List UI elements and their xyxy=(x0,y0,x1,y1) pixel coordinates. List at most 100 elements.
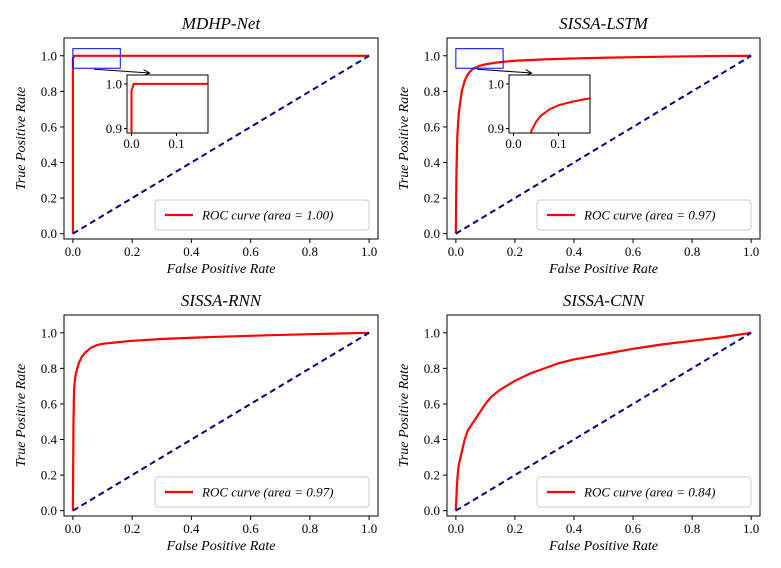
inset-y-tick-label: 1.0 xyxy=(488,76,504,91)
chance-line xyxy=(455,331,752,512)
legend-box xyxy=(154,476,370,508)
plot-frame xyxy=(63,37,379,240)
x-tick-label: 0.8 xyxy=(684,244,700,259)
y-tick-label: 0.8 xyxy=(41,84,57,99)
x-tick-label: 0.4 xyxy=(183,244,200,259)
x-axis-label: False Positive Rate xyxy=(548,262,658,277)
inset-zoom: 0.0 0.1 0.9 1.0 xyxy=(72,48,209,151)
inset-x-tick-label: 0.0 xyxy=(123,136,139,151)
x-tick-label: 0.0 xyxy=(65,521,81,536)
chart-panel-4: SISSA-CNN 0.0 0.2 0.4 0.6 0.8 1.0 0.0 0.2 0.4 0.6 0… xyxy=(397,291,761,554)
inset-y-tick-label: 0.9 xyxy=(488,121,504,136)
zoom-region-box xyxy=(72,48,121,69)
y-tick-label: 0.8 xyxy=(424,84,440,99)
x-tick-label: 0.6 xyxy=(242,521,259,536)
plot-frame xyxy=(63,314,379,517)
y-tick-label: 0.4 xyxy=(41,155,58,170)
y-tick-label: 0.8 xyxy=(41,361,57,376)
x-tick-label: 0.2 xyxy=(507,521,523,536)
inset-background xyxy=(509,75,590,133)
legend-label: ROC curve (area = 0.97) xyxy=(201,485,333,500)
legend: ROC curve (area = 0.97) xyxy=(154,476,370,508)
x-tick-label: 0.4 xyxy=(566,244,583,259)
x-axis-label: False Positive Rate xyxy=(548,539,658,554)
inset-y-tick-label: 0.9 xyxy=(106,121,122,136)
legend-box xyxy=(536,199,752,231)
x-tick-label: 0.4 xyxy=(566,521,583,536)
x-tick-label: 0.0 xyxy=(448,521,464,536)
x-tick-label: 0.6 xyxy=(625,521,642,536)
plot-frame xyxy=(446,314,761,517)
y-tick-label: 0.8 xyxy=(424,361,440,376)
chart-panel-1: MDHP-Net 0.0 0.2 0.4 0.6 0.8 1.0 0.0 0.2 0.4 0.6 0.… xyxy=(14,14,379,277)
roc-curve-line xyxy=(71,331,370,511)
y-axis-label: True Positive Rate xyxy=(397,364,412,467)
y-tick-label: 0.6 xyxy=(424,119,441,134)
x-tick-label: 1.0 xyxy=(361,521,377,536)
x-tick-label: 0.8 xyxy=(684,521,700,536)
y-tick-label: 1.0 xyxy=(424,48,440,63)
y-axis-label: True Positive Rate xyxy=(397,87,412,190)
x-tick-label: 0.8 xyxy=(302,521,318,536)
x-tick-label: 0.0 xyxy=(65,244,81,259)
legend: ROC curve (area = 1.00) xyxy=(154,199,370,231)
inset-zoom: 0.0 0.1 0.9 1.0 xyxy=(455,48,591,151)
inset-x-tick-label: 0.0 xyxy=(505,136,521,151)
x-tick-label: 1.0 xyxy=(361,244,377,259)
inset-roc-curve-line xyxy=(130,82,208,133)
chart-title: SISSA-RNN xyxy=(181,291,263,310)
zoom-region-box xyxy=(455,48,504,69)
y-tick-label: 0.2 xyxy=(41,191,57,206)
y-tick-label: 0.2 xyxy=(424,191,440,206)
roc-curve-line xyxy=(454,54,752,234)
legend: ROC curve (area = 0.97) xyxy=(536,199,752,231)
y-tick-label: 0.6 xyxy=(424,396,441,411)
y-tick-label: 0.0 xyxy=(41,226,57,241)
chart-title: SISSA-CNN xyxy=(563,291,646,310)
y-tick-label: 0.2 xyxy=(424,468,440,483)
chart-title: SISSA-LSTM xyxy=(559,14,649,33)
y-tick-label: 1.0 xyxy=(41,48,57,63)
x-tick-label: 0.2 xyxy=(124,244,140,259)
inset-roc-curve-line xyxy=(529,97,590,133)
legend: ROC curve (area = 0.84) xyxy=(536,476,752,508)
y-tick-label: 0.4 xyxy=(424,155,441,170)
inset-y-tick-label: 1.0 xyxy=(106,76,122,91)
chart-panel-2: SISSA-LSTM 0.0 0.2 0.4 0.6 0.8 1.0 0.0 0.2 0.4 0.6… xyxy=(397,14,761,277)
x-tick-label: 0.0 xyxy=(448,244,464,259)
y-tick-label: 0.6 xyxy=(41,396,58,411)
legend-box xyxy=(154,199,370,231)
inset-x-tick-label: 0.1 xyxy=(168,136,184,151)
inset-frame xyxy=(126,74,209,134)
y-axis-label: True Positive Rate xyxy=(14,87,29,190)
chance-line xyxy=(72,54,370,235)
y-tick-label: 0.0 xyxy=(424,503,440,518)
y-tick-label: 0.6 xyxy=(41,119,58,134)
x-tick-label: 1.0 xyxy=(743,521,759,536)
chance-line xyxy=(455,54,752,235)
x-tick-label: 0.2 xyxy=(124,521,140,536)
chance-line xyxy=(72,331,370,512)
legend-label: ROC curve (area = 0.97) xyxy=(583,208,715,223)
x-tick-label: 0.2 xyxy=(507,244,523,259)
x-tick-label: 0.6 xyxy=(242,244,259,259)
y-tick-label: 0.2 xyxy=(41,468,57,483)
legend-label: ROC curve (area = 1.00) xyxy=(201,208,333,223)
plot-frame xyxy=(446,37,761,240)
x-tick-label: 0.6 xyxy=(625,244,642,259)
legend-label: ROC curve (area = 0.84) xyxy=(583,485,715,500)
y-tick-label: 0.0 xyxy=(41,503,57,518)
x-axis-label: False Positive Rate xyxy=(166,539,276,554)
y-tick-label: 1.0 xyxy=(41,325,57,340)
chart-title: MDHP-Net xyxy=(181,14,262,33)
legend-box xyxy=(536,476,752,508)
x-tick-label: 1.0 xyxy=(743,244,759,259)
y-axis-label: True Positive Rate xyxy=(14,364,29,467)
inset-x-tick-label: 0.1 xyxy=(550,136,566,151)
chart-panel-3: SISSA-RNN 0.0 0.2 0.4 0.6 0.8 1.0 0.0 0.2 0.4 0.6 0… xyxy=(14,291,379,554)
y-tick-label: 0.0 xyxy=(424,226,440,241)
x-tick-label: 0.8 xyxy=(302,244,318,259)
zoom-arrow xyxy=(94,68,150,74)
roc-curve-line xyxy=(454,331,752,511)
